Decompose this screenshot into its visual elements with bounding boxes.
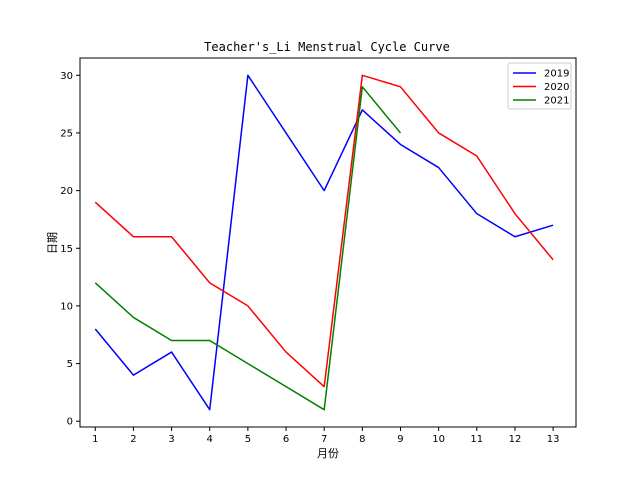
x-tick-label: 4 [207, 434, 213, 445]
x-tick-label: 8 [359, 434, 365, 445]
legend-label-2020: 2020 [544, 82, 569, 93]
legend-label-2019: 2019 [544, 69, 569, 80]
x-tick-label: 9 [397, 434, 403, 445]
series-line-2021 [94, 86, 402, 411]
y-tick-label: 15 [60, 244, 73, 255]
x-tick-label: 7 [321, 434, 327, 445]
x-tick-label: 3 [168, 434, 174, 445]
y-tick-label: 10 [60, 301, 73, 312]
y-tick-label: 0 [67, 417, 73, 428]
legend-label-2021: 2021 [544, 96, 569, 107]
x-tick-label: 11 [470, 434, 483, 445]
x-tick-label: 6 [283, 434, 289, 445]
series-line-2020 [94, 74, 554, 388]
y-tick-label: 5 [67, 359, 73, 370]
legend-box [507, 62, 572, 110]
x-tick-label: 5 [245, 434, 251, 445]
x-tick-label: 1 [92, 434, 98, 445]
plot-area-frame [79, 57, 577, 428]
series-line-2019 [94, 74, 554, 411]
x-tick-label: 10 [432, 434, 445, 445]
x-tick-label: 13 [547, 434, 560, 445]
x-tick-label: 12 [509, 434, 522, 445]
y-tick-label: 30 [60, 71, 73, 82]
x-tick-label: 2 [130, 434, 136, 445]
x-axis-label: 月份 [317, 447, 339, 460]
y-axis-label: 日期 [46, 232, 59, 254]
y-tick-label: 25 [60, 128, 73, 139]
y-tick-label: 20 [60, 186, 73, 197]
legend: 2019 2020 2021 [507, 62, 572, 110]
chart-title: Teacher's_Li Menstrual Cycle Curve [204, 40, 450, 54]
